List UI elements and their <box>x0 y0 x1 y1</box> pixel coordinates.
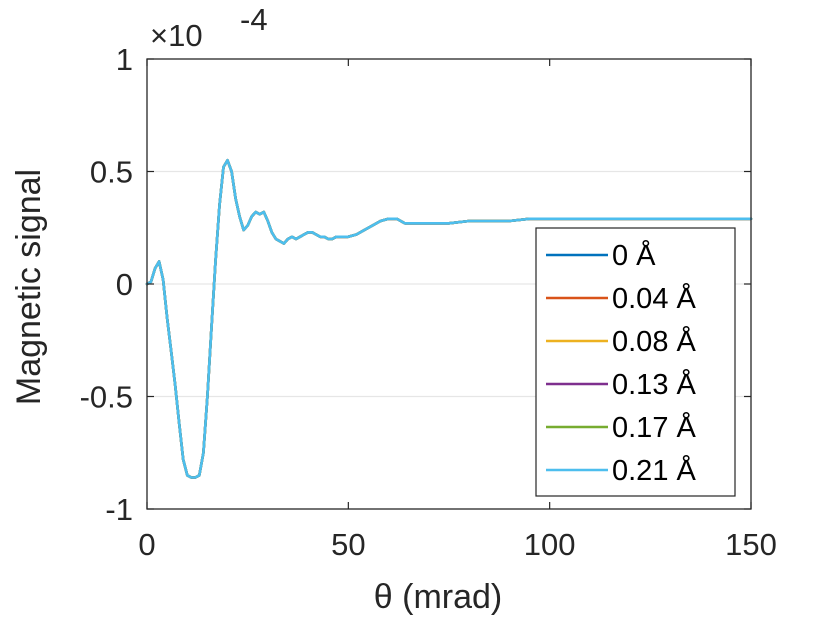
x-tick-label: 150 <box>725 527 777 562</box>
plot-lines <box>145 159 753 479</box>
x-tick-label: 50 <box>331 527 365 562</box>
legend-label: 0.13 Å <box>612 368 696 401</box>
legend-label: 0.08 Å <box>612 325 696 358</box>
legend-label: 0.04 Å <box>612 282 696 315</box>
legend-box <box>535 227 736 497</box>
series-line-5 <box>145 159 753 479</box>
legend-label: 0.17 Å <box>612 411 696 444</box>
y-axis-label: Magnetic signal <box>10 169 48 405</box>
y-tick-label: -0.5 <box>80 380 133 415</box>
y-tick-label: -1 <box>105 492 133 527</box>
x-tick-label: 0 <box>138 527 155 562</box>
y-scale-factor: ×10 <box>150 18 203 53</box>
x-axis-label: θ (mrad) <box>374 578 502 616</box>
legend: 0 Å 0.04 Å 0.08 Å 0.13 Å 0.17 Å 0.21 Å <box>535 227 736 497</box>
legend-label: 0 Å <box>612 239 656 272</box>
axis-ticks: -1 -0.5 0 0.5 1 0 50 100 150 <box>80 42 777 562</box>
y-tick-label: 1 <box>116 42 133 77</box>
legend-label: 0.21 Å <box>612 454 696 487</box>
y-tick-label: 0.5 <box>90 155 133 190</box>
x-tick-label: 100 <box>524 527 576 562</box>
y-tick-label: 0 <box>116 267 133 302</box>
y-scale-exponent: -4 <box>240 2 268 37</box>
